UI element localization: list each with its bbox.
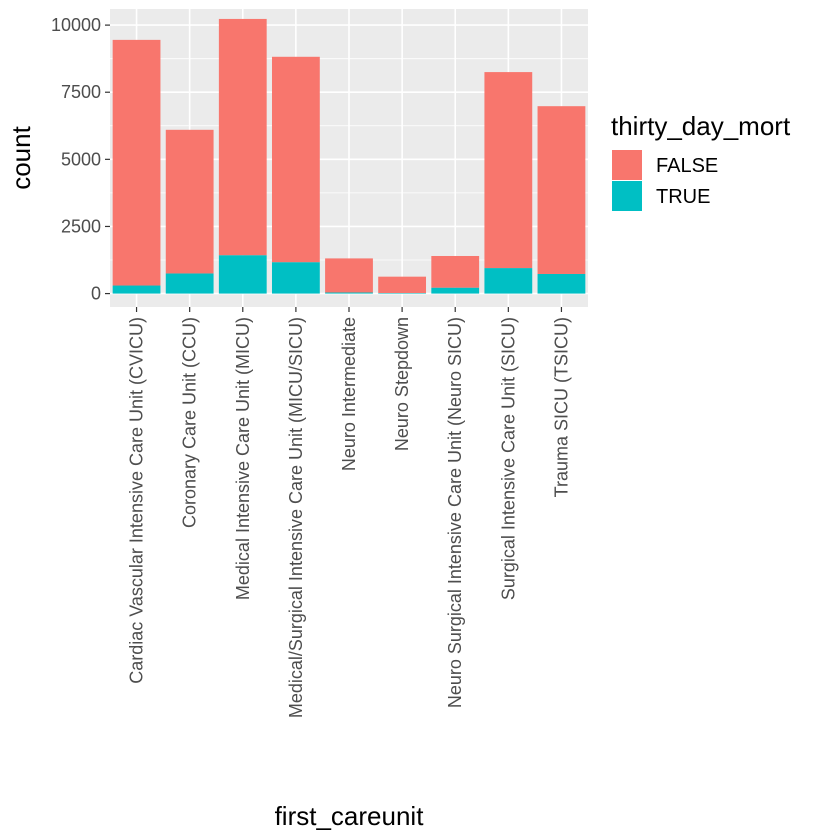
legend-label-true: TRUE — [656, 186, 710, 208]
x-tick-label: Coronary Care Unit (CCU) — [180, 317, 200, 528]
bar-true — [325, 292, 373, 294]
x-tick-label: Cardiac Vascular Intensive Care Unit (CV… — [127, 317, 147, 684]
bars — [112, 18, 586, 294]
bar-false — [271, 56, 320, 263]
bar-false — [378, 276, 427, 294]
bar-false — [325, 258, 373, 293]
bar-true — [218, 255, 267, 294]
bar-true — [537, 273, 586, 294]
x-tick-label: Medical Intensive Care Unit (MICU) — [233, 317, 253, 600]
x-tick-label: Neuro Surgical Intensive Care Unit (Neur… — [445, 317, 465, 708]
x-tick-label: Surgical Intensive Care Unit (SICU) — [498, 317, 518, 600]
bar-true — [378, 293, 427, 294]
bar-true — [112, 285, 161, 294]
y-tick-label: 0 — [91, 284, 101, 304]
x-axis: Cardiac Vascular Intensive Care Unit (CV… — [127, 307, 571, 718]
x-tick-label: Neuro Intermediate — [339, 317, 359, 471]
x-tick-label: Trauma SICU (TSICU) — [551, 317, 571, 497]
bar-false — [165, 129, 214, 274]
y-axis-title: count — [6, 125, 36, 189]
y-tick-label: 5000 — [61, 149, 101, 169]
legend-title: thirty_day_mort — [611, 111, 791, 141]
bar-true — [271, 262, 320, 294]
y-axis: 0 2500 5000 7500 10000 — [51, 15, 110, 304]
legend: thirty_day_mort FALSE TRUE — [611, 111, 791, 211]
bar-false — [112, 39, 161, 286]
bar-false — [218, 18, 267, 256]
bar-false — [484, 72, 533, 269]
legend-key-false — [612, 150, 642, 180]
y-tick-label: 2500 — [61, 216, 101, 236]
x-tick-label: Neuro Stepdown — [392, 317, 412, 451]
y-tick-label: 7500 — [61, 82, 101, 102]
bar-false — [431, 255, 480, 288]
bar-false — [537, 106, 586, 274]
bar-true — [484, 268, 533, 294]
legend-label-false: FALSE — [656, 155, 718, 177]
x-axis-title: first_careunit — [275, 801, 425, 831]
legend-key-true — [612, 181, 642, 211]
y-tick-label: 10000 — [51, 15, 101, 35]
x-tick-label: Medical/Surgical Intensive Care Unit (MI… — [286, 317, 306, 718]
bar-true — [431, 287, 480, 294]
bar-true — [165, 273, 214, 294]
